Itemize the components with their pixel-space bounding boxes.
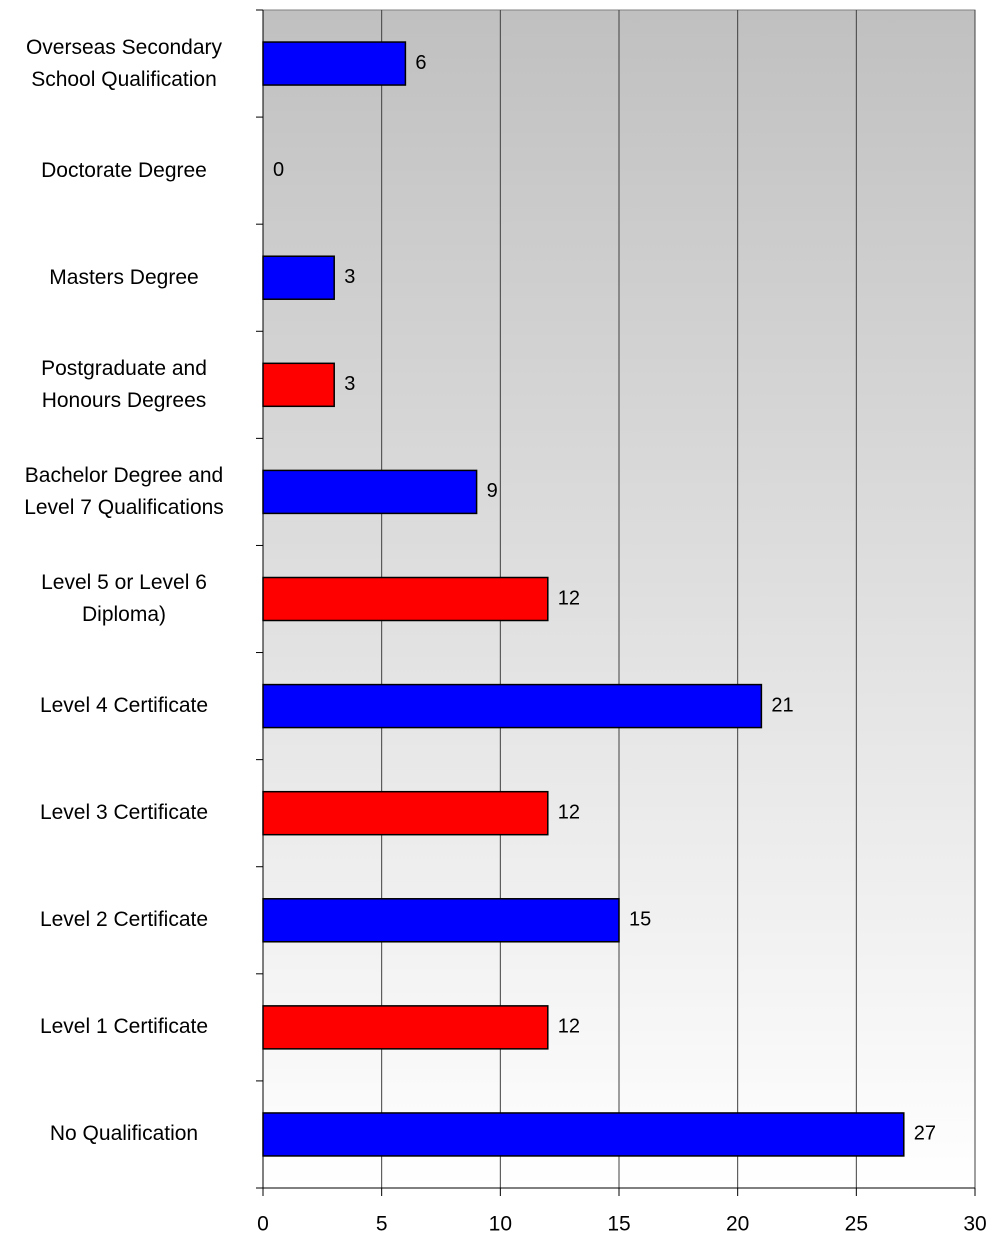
data-label: 9 <box>487 480 498 502</box>
x-tick-label: 5 <box>376 1213 388 1236</box>
y-tick-label: Level 1 Certificate <box>39 1015 209 1039</box>
y-tick-label: Doctorate Degree <box>41 158 207 182</box>
bar <box>262 898 620 943</box>
y-tick-label: No Qualification <box>49 1122 199 1146</box>
data-label: 15 <box>629 909 651 931</box>
data-label: 0 <box>273 159 284 181</box>
bar <box>262 1112 905 1157</box>
y-tick-label: Level 2 Certificate <box>39 908 209 932</box>
x-tick-label: 20 <box>726 1213 749 1236</box>
x-tick-label: 25 <box>845 1213 868 1236</box>
data-label: 12 <box>558 587 580 609</box>
y-tick-label: Overseas Secondary School Qualification <box>25 35 223 91</box>
bar <box>262 790 549 836</box>
x-tick-label: 10 <box>489 1213 512 1236</box>
bar <box>262 41 407 86</box>
y-tick-label: Level 4 Certificate <box>39 694 209 718</box>
bar <box>262 1005 549 1050</box>
data-label: 3 <box>344 373 355 395</box>
x-tick-label: 15 <box>607 1213 630 1236</box>
x-tick-label: 0 <box>257 1213 269 1236</box>
y-tick-label: Level 3 Certificate <box>39 801 209 825</box>
bar <box>262 469 478 515</box>
data-label: 12 <box>558 801 580 823</box>
data-label: 6 <box>415 52 426 74</box>
x-tick-label: 30 <box>963 1213 986 1236</box>
bar <box>262 576 549 622</box>
bar <box>262 362 335 408</box>
y-tick-label: Bachelor Degree and Level 7 Qualificatio… <box>24 463 224 519</box>
bar <box>262 255 335 300</box>
bar <box>262 683 763 729</box>
data-label: 21 <box>771 694 793 716</box>
data-label: 12 <box>558 1016 580 1038</box>
y-tick-label: Postgraduate and Honours Degrees <box>41 356 207 412</box>
y-tick-label: Level 5 or Level 6 Diploma) <box>41 571 207 626</box>
y-tick-label: Masters Degree <box>49 265 199 289</box>
data-label: 27 <box>914 1123 936 1145</box>
data-label: 3 <box>344 266 355 288</box>
